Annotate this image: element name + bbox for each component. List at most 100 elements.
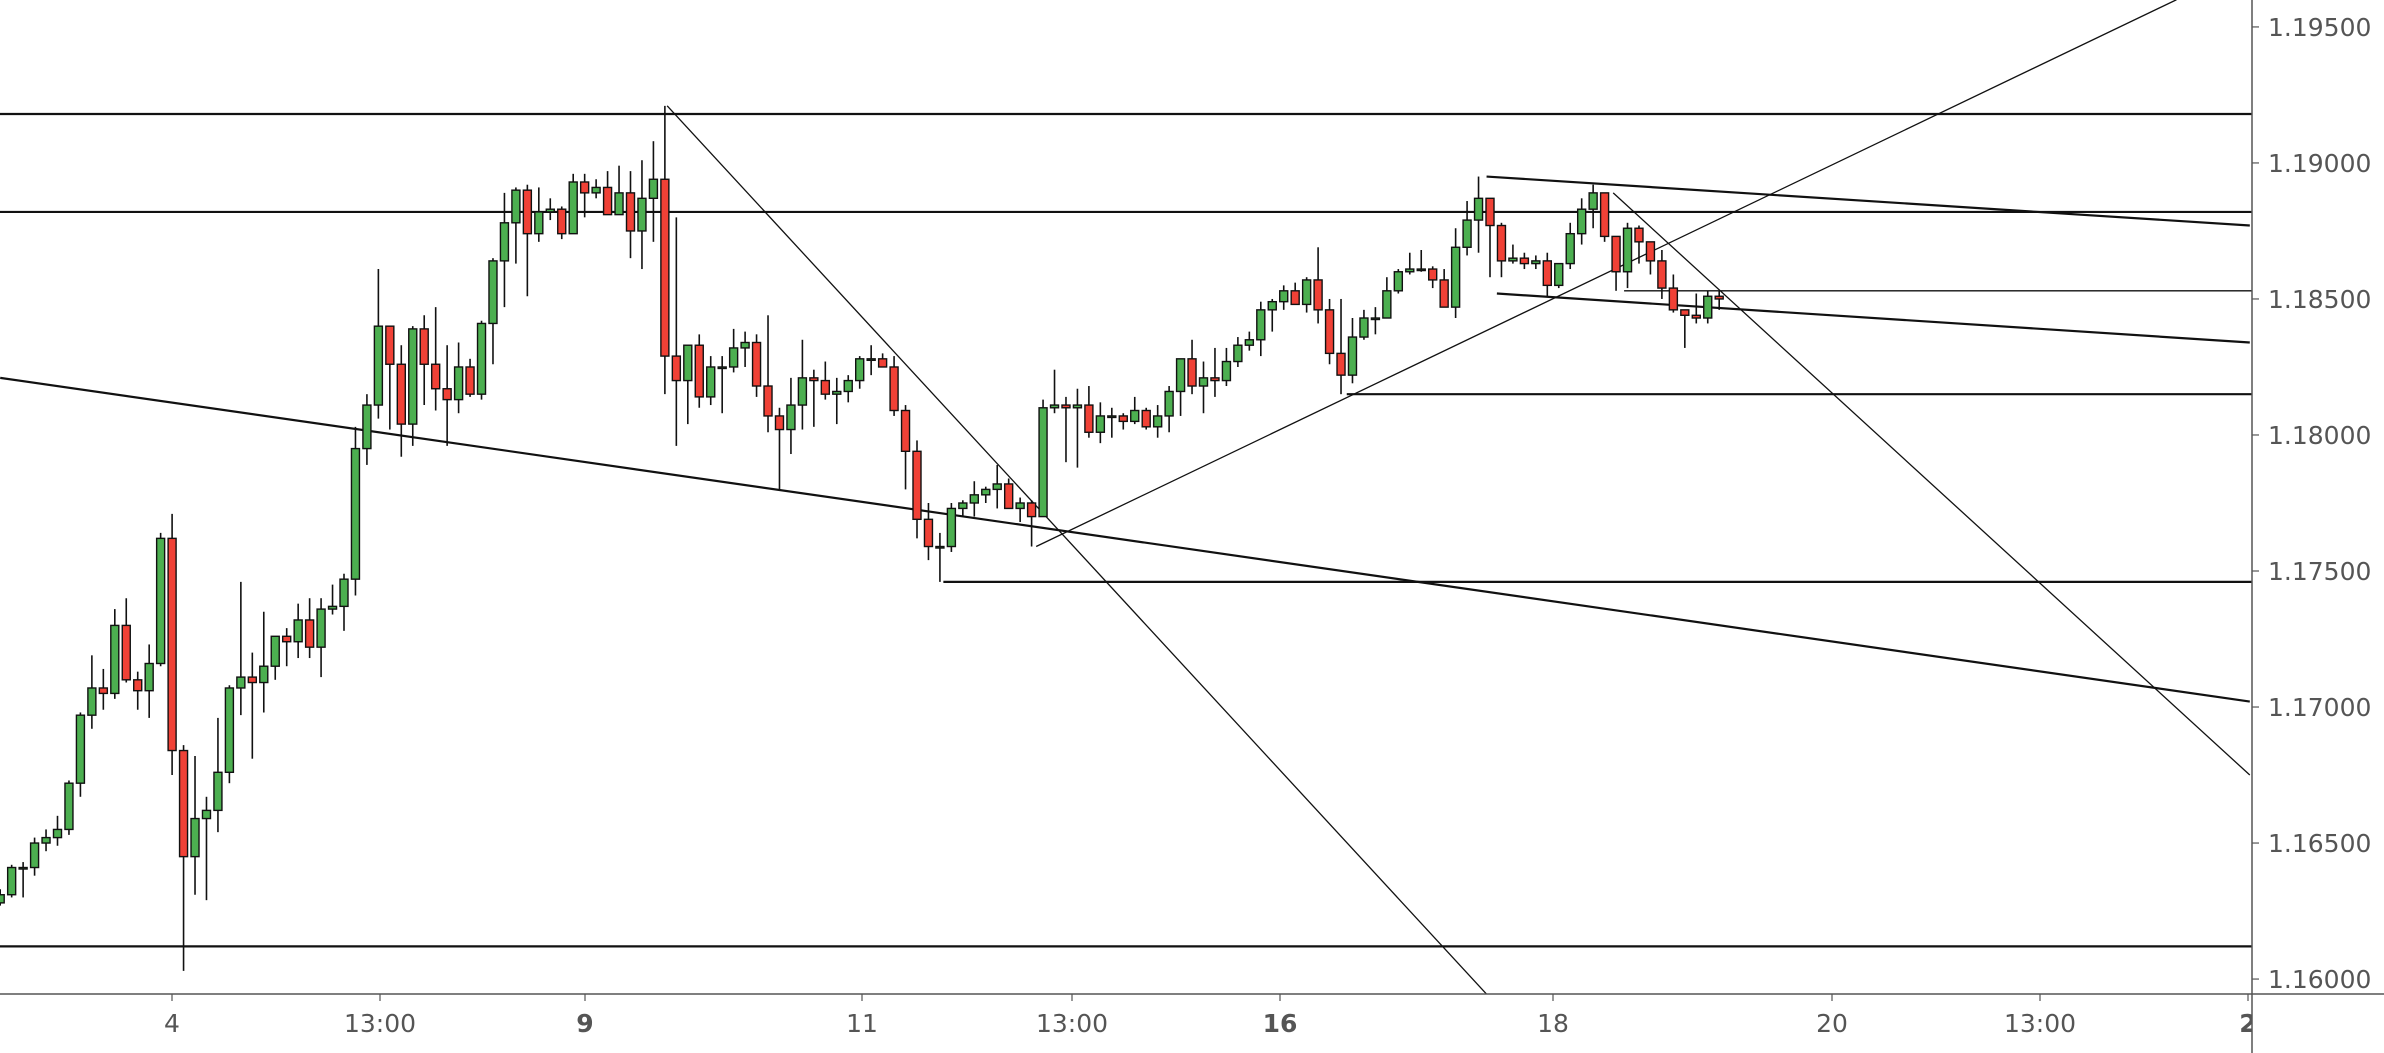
candle[interactable] bbox=[797, 339, 808, 430]
candle[interactable] bbox=[1462, 201, 1472, 256]
candle[interactable] bbox=[751, 334, 762, 397]
candle[interactable] bbox=[1542, 252, 1553, 297]
candle[interactable] bbox=[41, 829, 51, 852]
candle[interactable] bbox=[992, 464, 1002, 509]
candle[interactable] bbox=[144, 644, 154, 718]
candle[interactable] bbox=[1038, 399, 1048, 518]
candle[interactable] bbox=[877, 353, 888, 368]
candle[interactable] bbox=[1279, 285, 1289, 310]
candle[interactable] bbox=[900, 405, 911, 490]
candle[interactable] bbox=[1691, 293, 1701, 324]
candle[interactable] bbox=[121, 598, 131, 683]
candle[interactable] bbox=[855, 356, 865, 389]
candle[interactable] bbox=[602, 171, 613, 216]
candle[interactable] bbox=[843, 375, 853, 403]
candle[interactable] bbox=[648, 141, 659, 242]
candle[interactable] bbox=[981, 486, 991, 503]
candle[interactable] bbox=[1427, 266, 1438, 289]
candle[interactable] bbox=[1164, 386, 1174, 433]
candle[interactable] bbox=[706, 356, 716, 406]
candle[interactable] bbox=[568, 173, 578, 235]
candle[interactable] bbox=[133, 671, 143, 710]
candle[interactable] bbox=[1221, 347, 1232, 387]
candle[interactable] bbox=[213, 717, 223, 833]
candle[interactable] bbox=[1084, 386, 1094, 438]
candle[interactable] bbox=[6, 864, 17, 898]
candle[interactable] bbox=[224, 685, 235, 784]
candle[interactable] bbox=[1015, 497, 1025, 523]
candle[interactable] bbox=[1233, 337, 1243, 367]
candle[interactable] bbox=[1290, 282, 1300, 306]
trend-line-7[interactable] bbox=[1486, 175, 2250, 227]
candle[interactable] bbox=[866, 345, 876, 376]
candle[interactable] bbox=[327, 584, 338, 615]
candle[interactable] bbox=[75, 712, 86, 797]
candle[interactable] bbox=[396, 345, 406, 457]
candle[interactable] bbox=[499, 192, 510, 308]
candle[interactable] bbox=[1714, 290, 1724, 310]
candle[interactable] bbox=[488, 258, 498, 365]
candle[interactable] bbox=[1324, 298, 1335, 365]
candle[interactable] bbox=[912, 440, 922, 539]
candle[interactable] bbox=[419, 315, 429, 406]
candle[interactable] bbox=[1393, 269, 1404, 294]
candle[interactable] bbox=[1439, 269, 1449, 308]
candle[interactable] bbox=[946, 502, 957, 552]
candle[interactable] bbox=[339, 573, 349, 631]
candle[interactable] bbox=[1198, 361, 1209, 414]
candle[interactable] bbox=[110, 609, 120, 699]
candle[interactable] bbox=[1359, 309, 1369, 340]
candle[interactable] bbox=[476, 320, 487, 400]
candle[interactable] bbox=[1554, 262, 1564, 289]
candle[interactable] bbox=[1519, 252, 1530, 270]
candle[interactable] bbox=[1141, 407, 1151, 430]
trend-line-8[interactable] bbox=[1496, 292, 2250, 344]
candle[interactable] bbox=[1531, 255, 1541, 270]
trend-line-6[interactable] bbox=[0, 376, 2250, 703]
candle[interactable] bbox=[1003, 478, 1014, 510]
candle[interactable] bbox=[820, 361, 831, 400]
candle[interactable] bbox=[1107, 407, 1117, 438]
candle[interactable] bbox=[1313, 247, 1323, 324]
candle[interactable] bbox=[1370, 307, 1381, 335]
candle[interactable] bbox=[1622, 222, 1633, 289]
candle[interactable] bbox=[1508, 244, 1518, 264]
candle[interactable] bbox=[511, 187, 521, 264]
candle[interactable] bbox=[1485, 197, 1495, 278]
candle[interactable] bbox=[1405, 252, 1415, 275]
candle[interactable] bbox=[671, 217, 682, 446]
candle[interactable] bbox=[247, 652, 258, 759]
candle[interactable] bbox=[1152, 405, 1163, 438]
candle[interactable] bbox=[637, 160, 647, 270]
candle[interactable] bbox=[534, 187, 544, 242]
candle[interactable] bbox=[1599, 192, 1610, 242]
candle[interactable] bbox=[1496, 222, 1507, 278]
candle[interactable] bbox=[1588, 184, 1598, 229]
candle[interactable] bbox=[64, 780, 74, 835]
candle[interactable] bbox=[728, 328, 739, 373]
candle[interactable] bbox=[155, 532, 166, 667]
candle[interactable] bbox=[1611, 235, 1621, 291]
candle[interactable] bbox=[453, 342, 464, 414]
candle[interactable] bbox=[763, 315, 773, 433]
candle[interactable] bbox=[362, 394, 372, 465]
candle[interactable] bbox=[1382, 277, 1392, 319]
candle[interactable] bbox=[201, 796, 212, 901]
candle[interactable] bbox=[167, 513, 177, 776]
candle[interactable] bbox=[98, 668, 109, 710]
candle[interactable] bbox=[923, 502, 934, 561]
candle[interactable] bbox=[740, 331, 750, 367]
candle[interactable] bbox=[786, 377, 796, 455]
candle[interactable] bbox=[236, 581, 246, 716]
candle[interactable] bbox=[0, 889, 5, 906]
candle[interactable] bbox=[694, 334, 704, 408]
candle[interactable] bbox=[316, 598, 326, 678]
candle[interactable] bbox=[52, 815, 63, 846]
candle[interactable] bbox=[889, 356, 899, 416]
candle[interactable] bbox=[717, 356, 727, 414]
candle[interactable] bbox=[1336, 298, 1346, 395]
trend-line-9[interactable] bbox=[666, 105, 1488, 996]
candle[interactable] bbox=[591, 179, 601, 199]
candle[interactable] bbox=[1473, 176, 1484, 253]
